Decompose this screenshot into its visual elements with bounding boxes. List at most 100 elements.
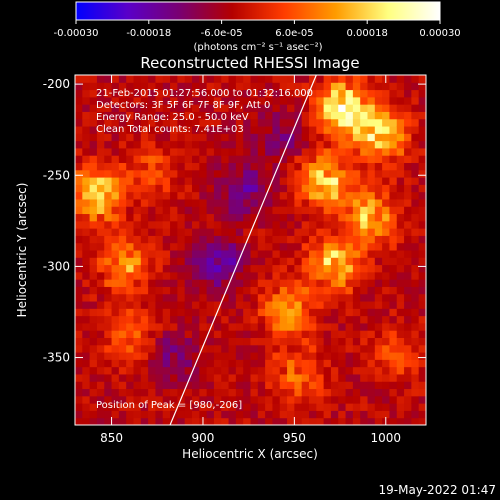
heatmap-cell [148,140,156,149]
heatmap-cell [206,395,215,404]
heatmap-cell [345,337,354,346]
heatmap-cell [235,213,244,222]
heatmap-cell [221,279,230,287]
heatmap-cell [243,264,251,273]
heatmap-cell [272,96,281,105]
heatmap-cell [404,75,412,83]
heatmap-cell [345,220,354,229]
heatmap-cell [257,82,266,91]
heatmap-cell [104,315,113,324]
heatmap-cell [118,250,127,258]
heatmap-cell [279,177,288,185]
heatmap-cell [96,177,105,185]
heatmap-cell [133,198,142,207]
heatmap-cell [382,126,390,134]
heatmap-cell [352,118,361,127]
heatmap-cell [235,293,244,302]
heatmap-cell [170,177,178,185]
heatmap-cell [265,410,273,419]
heatmap-cell [309,162,317,171]
heatmap-cell [206,184,215,193]
heatmap-cell [382,286,390,295]
heatmap-cell [118,308,127,317]
heatmap-cell [382,250,390,258]
heatmap-cell [382,279,390,287]
heatmap-cell [309,169,317,178]
heatmap-cell [279,162,288,171]
heatmap-cell [418,279,426,287]
heatmap-cell [228,133,237,142]
heatmap-cell [309,104,317,112]
heatmap-cell [352,344,361,353]
heatmap-cell [111,169,120,178]
heatmap-cell [360,155,368,163]
heatmap-cell [352,228,361,236]
heatmap-cell [418,242,426,251]
heatmap-cell [330,155,339,163]
heatmap-cell [170,301,178,309]
heatmap-cell [82,104,91,112]
heatmap-cell [155,257,164,266]
heatmap-cell [140,104,149,112]
heatmap-cell [345,250,354,258]
heatmap-cell [155,322,164,331]
heatmap-cell [374,337,383,346]
heatmap-cell [352,133,361,142]
heatmap-cell [411,198,420,207]
heatmap-cell [213,213,222,222]
heatmap-cell [396,250,405,258]
heatmap-cell [367,381,376,390]
heatmap-cell [140,111,149,120]
heatmap-cell [96,315,105,324]
heatmap-cell [199,301,208,309]
heatmap-cell [192,381,200,390]
heatmap-cell [250,126,259,134]
heatmap-cell [345,301,354,309]
heatmap-cell [374,330,383,338]
heatmap-cell [104,118,113,127]
heatmap-cell [360,293,368,302]
heatmap-cell [133,242,142,251]
heatmap-cell [111,147,120,156]
heatmap-cell [184,111,193,120]
heatmap-cell [418,322,426,331]
heatmap-cell [111,366,120,375]
heatmap-cell [309,301,317,309]
heatmap-cell [118,184,127,193]
heatmap-cell [287,373,295,382]
heatmap-cell [411,344,420,353]
heatmap-cell [228,250,237,258]
heatmap-cell [82,279,91,287]
heatmap-cell [338,388,347,397]
heatmap-cell [228,235,237,244]
colorbar-units: (photons cm⁻² s⁻¹ asec⁻²) [193,42,322,53]
heatmap-cell [272,184,281,193]
heatmap-cell [243,82,251,91]
heatmap-cell [301,257,310,266]
heatmap-cell [367,155,376,163]
heatmap-cell [82,111,91,120]
heatmap-cell [162,104,171,112]
heatmap-cell [404,308,412,317]
heatmap-cell [82,337,91,346]
heatmap-cell [118,395,127,404]
heatmap-cell [104,220,113,229]
heatmap-cell [396,286,405,295]
heatmap-cell [111,89,120,98]
heatmap-cell [418,118,426,127]
heatmap-cell [184,162,193,171]
heatmap-cell [294,337,303,346]
heatmap-cell [404,395,412,404]
heatmap-cell [345,169,354,178]
heatmap-cell [257,162,266,171]
heatmap-cell [75,75,83,83]
heatmap-cell [206,330,215,338]
heatmap-cell [287,126,295,134]
heatmap-cell [206,315,215,324]
heatmap-cell [330,96,339,105]
heatmap-cell [316,373,325,382]
heatmap-cell [418,89,426,98]
heatmap-cell [250,381,259,390]
heatmap-cell [404,337,412,346]
heatmap-cell [75,322,83,331]
